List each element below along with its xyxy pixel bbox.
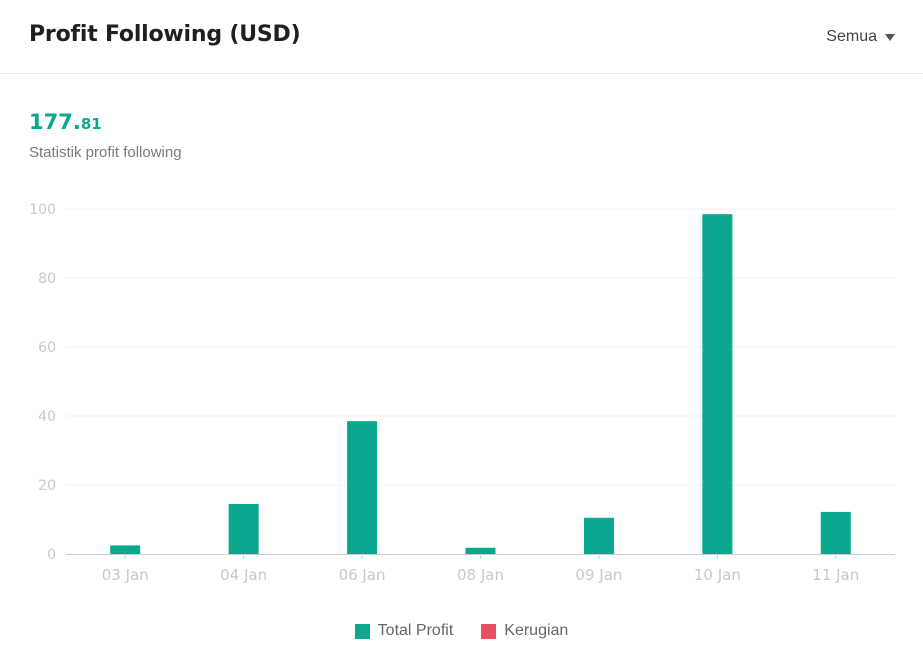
y-tick-label: 20 xyxy=(38,478,56,494)
bar-total-profit xyxy=(820,511,851,554)
bar-total-profit xyxy=(702,214,733,555)
y-tick-label: 0 xyxy=(47,547,56,563)
bar-total-profit xyxy=(583,517,614,554)
x-tick-label: 10 Jan xyxy=(694,566,741,584)
y-tick-label: 40 xyxy=(38,409,56,425)
chart-legend: Total Profit Kerugian xyxy=(0,622,923,640)
chart-subtitle: Statistik profit following xyxy=(29,144,182,161)
page-title: Profit Following (USD) xyxy=(29,22,301,47)
y-tick-label: 100 xyxy=(29,202,56,218)
x-tick-label: 09 Jan xyxy=(575,566,622,584)
y-tick-label: 80 xyxy=(38,271,56,287)
legend-swatch-total-profit xyxy=(354,623,370,639)
x-tick-label: 04 Jan xyxy=(220,566,267,584)
profit-bar-chart: 0 20 40 60 80 100 03 Jan 04 Jan 06 Jan 08 Jan 09 J… xyxy=(29,202,895,584)
period-filter-label: Semua xyxy=(826,28,877,45)
x-tick-label: 11 Jan xyxy=(812,566,859,584)
chart-header: Profit Following (USD) Semua xyxy=(0,0,923,74)
value-integer: 177. xyxy=(29,110,81,134)
y-tick-label: 60 xyxy=(38,340,56,356)
caret-down-icon xyxy=(885,33,895,41)
legend-label-kerugian: Kerugian xyxy=(504,622,569,639)
bar-total-profit xyxy=(465,547,496,554)
legend-item-total-profit[interactable]: Total Profit xyxy=(354,622,454,640)
legend-swatch-kerugian xyxy=(481,623,497,639)
legend-item-kerugian[interactable]: Kerugian xyxy=(481,622,568,640)
bar-total-profit xyxy=(110,545,141,554)
x-tick-label: 08 Jan xyxy=(457,566,504,584)
value-decimal: 81 xyxy=(80,115,102,133)
bar-total-profit xyxy=(347,421,378,554)
x-tick-label: 03 Jan xyxy=(102,566,149,584)
total-profit-value: 177.81 xyxy=(29,110,102,134)
period-filter-dropdown[interactable]: Semua xyxy=(826,28,895,46)
bar-total-profit xyxy=(228,503,259,554)
legend-label-total-profit: Total Profit xyxy=(377,622,454,639)
x-tick-label: 06 Jan xyxy=(339,566,386,584)
